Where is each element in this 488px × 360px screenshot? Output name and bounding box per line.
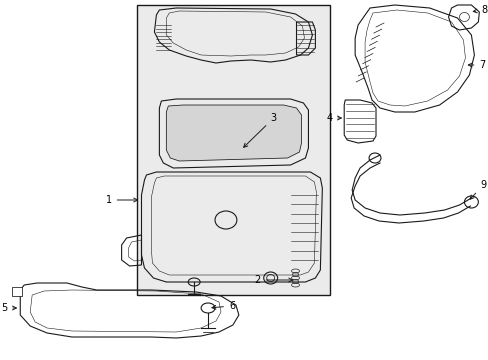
Text: 2: 2 <box>254 275 292 285</box>
Bar <box>136 5 329 295</box>
Text: 5: 5 <box>1 303 17 313</box>
Text: 7: 7 <box>468 60 485 70</box>
Text: 9: 9 <box>469 180 486 199</box>
Text: 4: 4 <box>325 113 341 123</box>
Text: 6: 6 <box>211 301 235 311</box>
Polygon shape <box>166 105 301 161</box>
Text: 3: 3 <box>243 113 276 147</box>
Bar <box>12 287 22 296</box>
Text: 8: 8 <box>472 5 487 15</box>
Text: 1: 1 <box>105 195 137 205</box>
